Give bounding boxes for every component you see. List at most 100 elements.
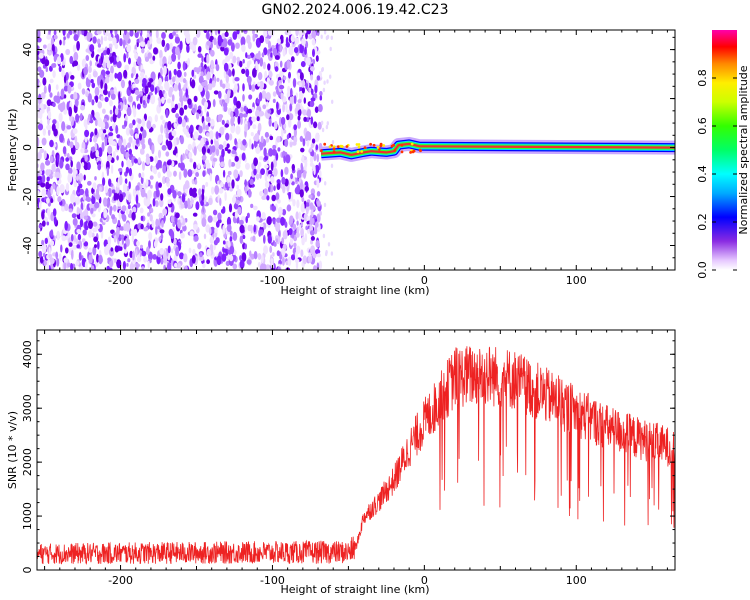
- noise-speck: [210, 59, 215, 69]
- noise-speck: [228, 159, 232, 168]
- noise-speck: [327, 242, 331, 247]
- noise-speck: [316, 75, 321, 81]
- noise-speck: [235, 162, 241, 170]
- noise-speck: [37, 37, 42, 43]
- noise-speck: [302, 138, 306, 147]
- noise-speck: [229, 230, 233, 236]
- noise-speck: [281, 176, 286, 185]
- noise-speck: [166, 176, 170, 184]
- noise-speck: [276, 136, 281, 143]
- snr-trace: [37, 346, 675, 565]
- noise-speck: [211, 80, 216, 88]
- noise-speck: [108, 43, 113, 48]
- noise-speck: [189, 158, 193, 163]
- noise-speck: [184, 188, 188, 194]
- noise-speck: [112, 112, 117, 123]
- noise-speck: [106, 166, 110, 177]
- noise-speck: [232, 55, 237, 64]
- noise-speck: [90, 79, 94, 84]
- noise-speck: [198, 75, 204, 84]
- noise-speck: [276, 250, 281, 257]
- noise-speck: [213, 37, 217, 46]
- noise-speck: [72, 44, 76, 53]
- signal-speck: [419, 149, 422, 153]
- noise-speck: [113, 235, 117, 243]
- noise-speck: [81, 58, 87, 68]
- noise-speck: [284, 166, 289, 175]
- noise-speck: [208, 197, 213, 206]
- noise-speck: [59, 133, 64, 143]
- noise-speck: [272, 158, 278, 168]
- noise-speck: [227, 170, 232, 176]
- noise-speck: [52, 63, 57, 68]
- noise-speck: [227, 181, 231, 187]
- noise-speck: [235, 125, 241, 135]
- noise-speck: [63, 36, 66, 41]
- noise-speck: [88, 247, 92, 253]
- noise-speck: [87, 180, 92, 186]
- signal-speck: [412, 149, 416, 153]
- noise-speck: [193, 95, 198, 103]
- noise-speck: [239, 170, 243, 178]
- noise-speck: [241, 44, 246, 53]
- noise-speck: [240, 36, 246, 47]
- noise-speck: [58, 253, 62, 261]
- noise-speck: [52, 102, 56, 108]
- noise-speck: [225, 181, 228, 189]
- noise-speck: [315, 55, 319, 62]
- noise-speck: [275, 238, 279, 243]
- noise-speck: [103, 89, 108, 96]
- noise-speck: [261, 52, 265, 58]
- noise-speck: [268, 170, 273, 176]
- noise-speck: [129, 263, 134, 270]
- noise-speck: [89, 60, 92, 67]
- noise-speck: [207, 83, 213, 91]
- noise-speck: [264, 180, 270, 188]
- noise-speck: [52, 119, 57, 125]
- noise-speck: [302, 109, 307, 116]
- noise-speck: [225, 82, 230, 90]
- noise-speck: [255, 60, 258, 71]
- noise-speck: [102, 177, 106, 186]
- noise-speck: [182, 127, 186, 133]
- noise-speck: [128, 148, 132, 155]
- noise-speck: [198, 125, 203, 134]
- noise-speck: [178, 171, 182, 181]
- noise-speck: [161, 32, 166, 39]
- noise-speck: [302, 255, 308, 265]
- noise-speck: [200, 71, 204, 78]
- noise-speck: [198, 188, 202, 196]
- noise-speck: [207, 122, 211, 127]
- x-tick-label: -200: [108, 574, 133, 587]
- snr-y-ticks: 0 1000 2000 3000 4000: [21, 340, 675, 574]
- noise-speck: [50, 229, 54, 238]
- noise-speck: [253, 157, 258, 167]
- noise-speck: [280, 116, 286, 125]
- noise-speck: [180, 203, 185, 209]
- noise-speck: [195, 30, 201, 38]
- noise-speck: [160, 115, 164, 120]
- noise-speck: [106, 243, 111, 251]
- noise-speck: [217, 219, 222, 224]
- noise-speck: [114, 107, 119, 116]
- noise-speck: [127, 204, 131, 210]
- noise-speck: [122, 38, 126, 49]
- noise-speck: [59, 39, 62, 46]
- noise-speck: [100, 35, 104, 45]
- noise-speck: [229, 51, 234, 60]
- noise-speck: [267, 234, 272, 244]
- noise-speck: [316, 200, 321, 207]
- signal-speck: [339, 144, 343, 148]
- noise-speck: [277, 206, 283, 216]
- noise-speck: [102, 108, 106, 114]
- noise-speck: [124, 249, 128, 254]
- noise-speck: [215, 148, 220, 157]
- noise-speck: [73, 169, 78, 175]
- noise-speck: [207, 148, 211, 154]
- noise-speck: [148, 251, 153, 261]
- noise-speck: [116, 155, 119, 161]
- noise-speck: [237, 142, 241, 149]
- noise-speck: [282, 103, 285, 113]
- noise-speck: [251, 84, 256, 92]
- noise-speck: [135, 249, 138, 258]
